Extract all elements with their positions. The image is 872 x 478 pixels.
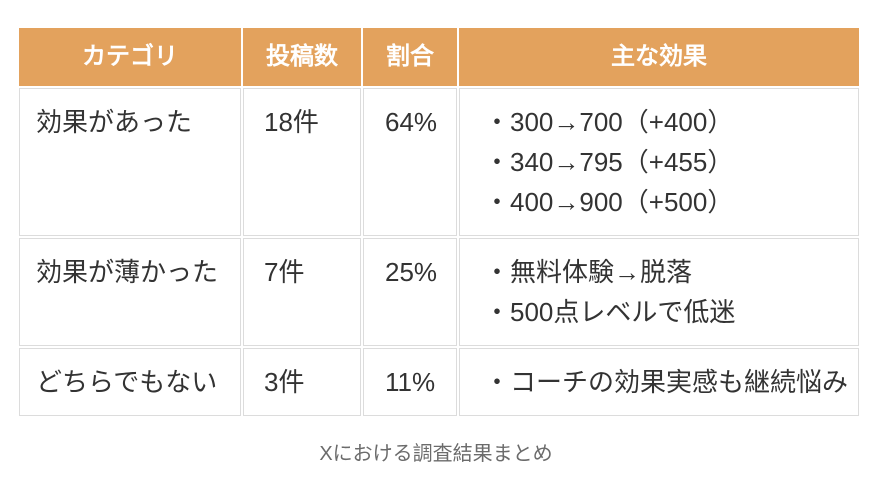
header-cell-main-effects: 主な効果 (459, 28, 859, 86)
category-cell: 効果があった (19, 88, 241, 236)
header-cell-share: 割合 (363, 28, 457, 86)
share-cell: 64% (363, 88, 457, 236)
effect-item: ・500点レベルで低迷 (484, 297, 736, 327)
effect-item: ・無料体験→脱落 (484, 257, 693, 287)
effect-item: ・コーチの効果実感も継続悩み (484, 367, 849, 397)
share-cell: 11% (363, 348, 457, 416)
header-row: カテゴリ 投稿数 割合 主な効果 (19, 28, 859, 86)
survey-results-table: カテゴリ 投稿数 割合 主な効果 効果があった 18件 64% ・300→700… (17, 26, 861, 418)
effect-item: ・340→795（+455） (484, 147, 734, 177)
post-count-cell: 3件 (243, 348, 361, 416)
table-header: カテゴリ 投稿数 割合 主な効果 (19, 28, 859, 86)
post-count-cell: 18件 (243, 88, 361, 236)
effects-cell: ・300→700（+400） ・340→795（+455） ・400→900（+… (459, 88, 859, 236)
table-row: 効果が薄かった 7件 25% ・無料体験→脱落 ・500点レベルで低迷 (19, 238, 859, 346)
effects-cell: ・無料体験→脱落 ・500点レベルで低迷 (459, 238, 859, 346)
category-cell: どちらでもない (19, 348, 241, 416)
effects-cell: ・コーチの効果実感も継続悩み (459, 348, 859, 416)
table-caption: Xにおける調査結果まとめ (319, 443, 553, 465)
table-row: どちらでもない 3件 11% ・コーチの効果実感も継続悩み (19, 348, 859, 416)
effect-item: ・400→900（+500） (484, 187, 734, 217)
post-count-cell: 7件 (243, 238, 361, 346)
share-cell: 25% (363, 238, 457, 346)
header-cell-category: カテゴリ (19, 28, 241, 86)
header-cell-post-count: 投稿数 (243, 28, 361, 86)
category-cell: 効果が薄かった (19, 238, 241, 346)
table-row: 効果があった 18件 64% ・300→700（+400） ・340→795（+… (19, 88, 859, 236)
table-body: 効果があった 18件 64% ・300→700（+400） ・340→795（+… (19, 88, 859, 416)
effect-item: ・300→700（+400） (484, 107, 734, 137)
